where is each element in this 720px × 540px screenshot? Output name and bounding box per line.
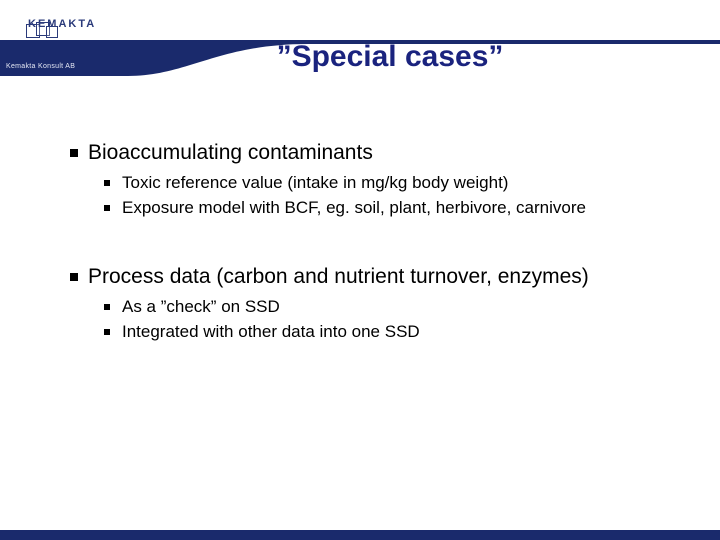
bullet-lvl2: Toxic reference value (intake in mg/kg b…: [104, 172, 660, 195]
slide: KEMAKTA Kemakta Konsult AB ”Special case…: [0, 0, 720, 540]
bullet-lvl2: As a ”check” on SSD: [104, 296, 660, 319]
bullet-lvl1: Process data (carbon and nutrient turnov…: [70, 264, 660, 290]
slide-content: Bioaccumulating contaminants Toxic refer…: [70, 140, 660, 346]
brand-name: KEMAKTA: [28, 18, 96, 30]
bullet-lvl1: Bioaccumulating contaminants: [70, 140, 660, 166]
bullet-lvl2: Integrated with other data into one SSD: [104, 321, 660, 344]
footer-bar: [0, 530, 720, 540]
bullet-group: Bioaccumulating contaminants Toxic refer…: [70, 140, 660, 220]
slide-title: ”Special cases”: [0, 40, 720, 74]
bullet-group: Process data (carbon and nutrient turnov…: [70, 264, 660, 344]
footer-fade: [0, 530, 260, 540]
bullet-lvl2: Exposure model with BCF, eg. soil, plant…: [104, 197, 660, 220]
